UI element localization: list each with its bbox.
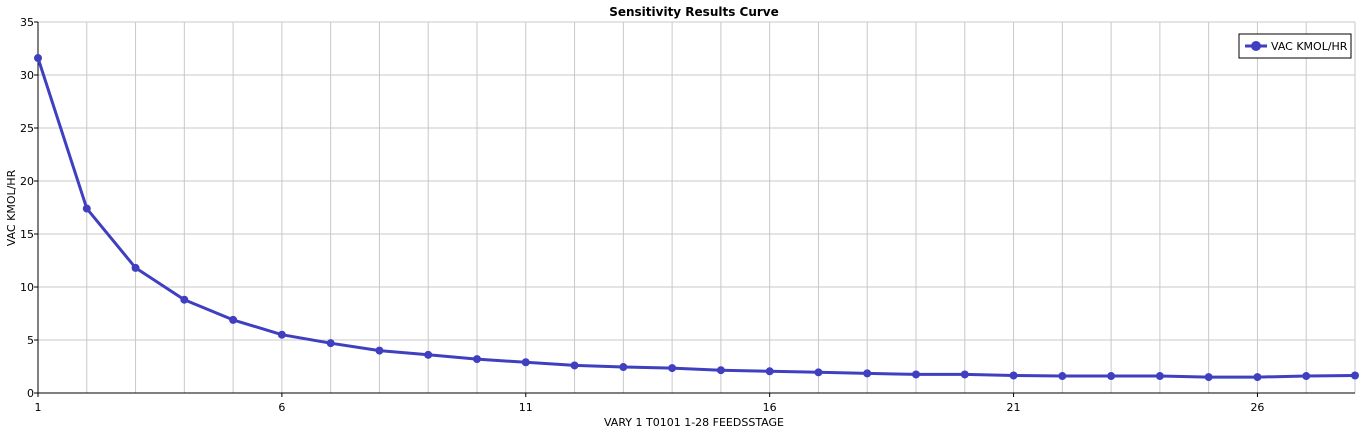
x-tick-label: 6 [278, 401, 285, 414]
x-tick-label: 21 [1007, 401, 1021, 414]
legend: VAC KMOL/HR [1238, 33, 1352, 59]
data-point [912, 370, 920, 379]
y-tick-label: 15 [20, 228, 34, 241]
y-tick-label: 10 [20, 281, 34, 294]
data-point [375, 346, 384, 355]
x-tick-label: 1 [35, 401, 42, 414]
data-point [131, 263, 140, 272]
y-tick-label: 35 [20, 16, 34, 29]
data-point [1107, 372, 1116, 381]
data-point [1302, 372, 1311, 381]
series-line [36, 57, 1356, 379]
data-point [82, 204, 91, 213]
data-point [424, 350, 433, 359]
data-point [34, 54, 42, 63]
data-point [1155, 372, 1164, 381]
y-tick-label: 0 [27, 387, 34, 400]
data-point [668, 364, 677, 373]
axes [34, 21, 1355, 397]
data-point [570, 361, 579, 370]
grid [37, 21, 1356, 394]
y-tick-label: 25 [20, 122, 34, 135]
x-tick-label: 26 [1250, 401, 1264, 414]
data-point [473, 355, 481, 364]
data-point [716, 366, 725, 375]
data-point [229, 315, 238, 324]
y-axis-label: VAC KMOL/HR [5, 169, 18, 246]
data-point [1009, 371, 1018, 380]
data-point [960, 370, 969, 379]
y-tick-label: 30 [20, 69, 34, 82]
data-point [765, 367, 774, 376]
data-point [277, 330, 286, 339]
data-point [1253, 373, 1262, 382]
data-point [619, 363, 628, 372]
data-point [1351, 371, 1359, 380]
data-point [180, 295, 189, 304]
data-point [521, 358, 530, 367]
data-point [1058, 372, 1067, 381]
chart-title: Sensitivity Results Curve [609, 5, 779, 19]
data-point [326, 339, 335, 348]
y-tick-label: 5 [27, 334, 34, 347]
x-axis-label: VARY 1 T0101 1-28 FEEDSSTAGE [604, 416, 784, 429]
data-point [814, 368, 823, 377]
x-tick-label: 16 [763, 401, 777, 414]
data-point [863, 369, 872, 378]
data-point [1204, 373, 1213, 382]
legend-label: VAC KMOL/HR [1271, 40, 1348, 53]
legend-marker [1251, 41, 1261, 51]
series-layer [34, 54, 1359, 382]
x-tick-label: 11 [519, 401, 533, 414]
y-tick-label: 20 [20, 175, 34, 188]
